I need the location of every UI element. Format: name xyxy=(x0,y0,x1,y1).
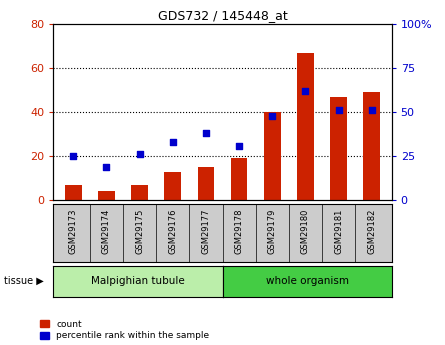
Text: tissue ▶: tissue ▶ xyxy=(4,276,44,286)
Text: whole organism: whole organism xyxy=(266,276,348,286)
Point xyxy=(368,108,375,113)
Point xyxy=(169,139,176,145)
Text: GSM29181: GSM29181 xyxy=(334,208,343,254)
Text: GSM29175: GSM29175 xyxy=(135,208,144,254)
Bar xyxy=(65,185,81,200)
Text: GSM29177: GSM29177 xyxy=(202,208,210,254)
Bar xyxy=(131,185,148,200)
Bar xyxy=(330,97,347,200)
Text: GSM29176: GSM29176 xyxy=(168,208,177,254)
Text: GSM29180: GSM29180 xyxy=(301,208,310,254)
Text: GSM29182: GSM29182 xyxy=(367,208,376,254)
Text: GSM29174: GSM29174 xyxy=(102,208,111,254)
Point xyxy=(70,153,77,159)
Point xyxy=(103,164,110,169)
Legend: count, percentile rank within the sample: count, percentile rank within the sample xyxy=(40,320,210,341)
Bar xyxy=(98,191,115,200)
Point xyxy=(302,88,309,94)
Bar xyxy=(364,92,380,200)
Bar xyxy=(297,53,314,200)
Bar xyxy=(198,167,214,200)
Point xyxy=(202,130,210,136)
Title: GDS732 / 145448_at: GDS732 / 145448_at xyxy=(158,9,287,22)
Point xyxy=(335,108,342,113)
Text: Malpighian tubule: Malpighian tubule xyxy=(91,276,185,286)
Point xyxy=(235,143,243,148)
Bar xyxy=(264,112,280,200)
Point xyxy=(269,113,276,118)
Bar xyxy=(231,158,247,200)
Text: GSM29173: GSM29173 xyxy=(69,208,78,254)
Text: GSM29178: GSM29178 xyxy=(235,208,243,254)
Point xyxy=(136,151,143,157)
Text: GSM29179: GSM29179 xyxy=(268,208,277,254)
Bar xyxy=(165,171,181,200)
